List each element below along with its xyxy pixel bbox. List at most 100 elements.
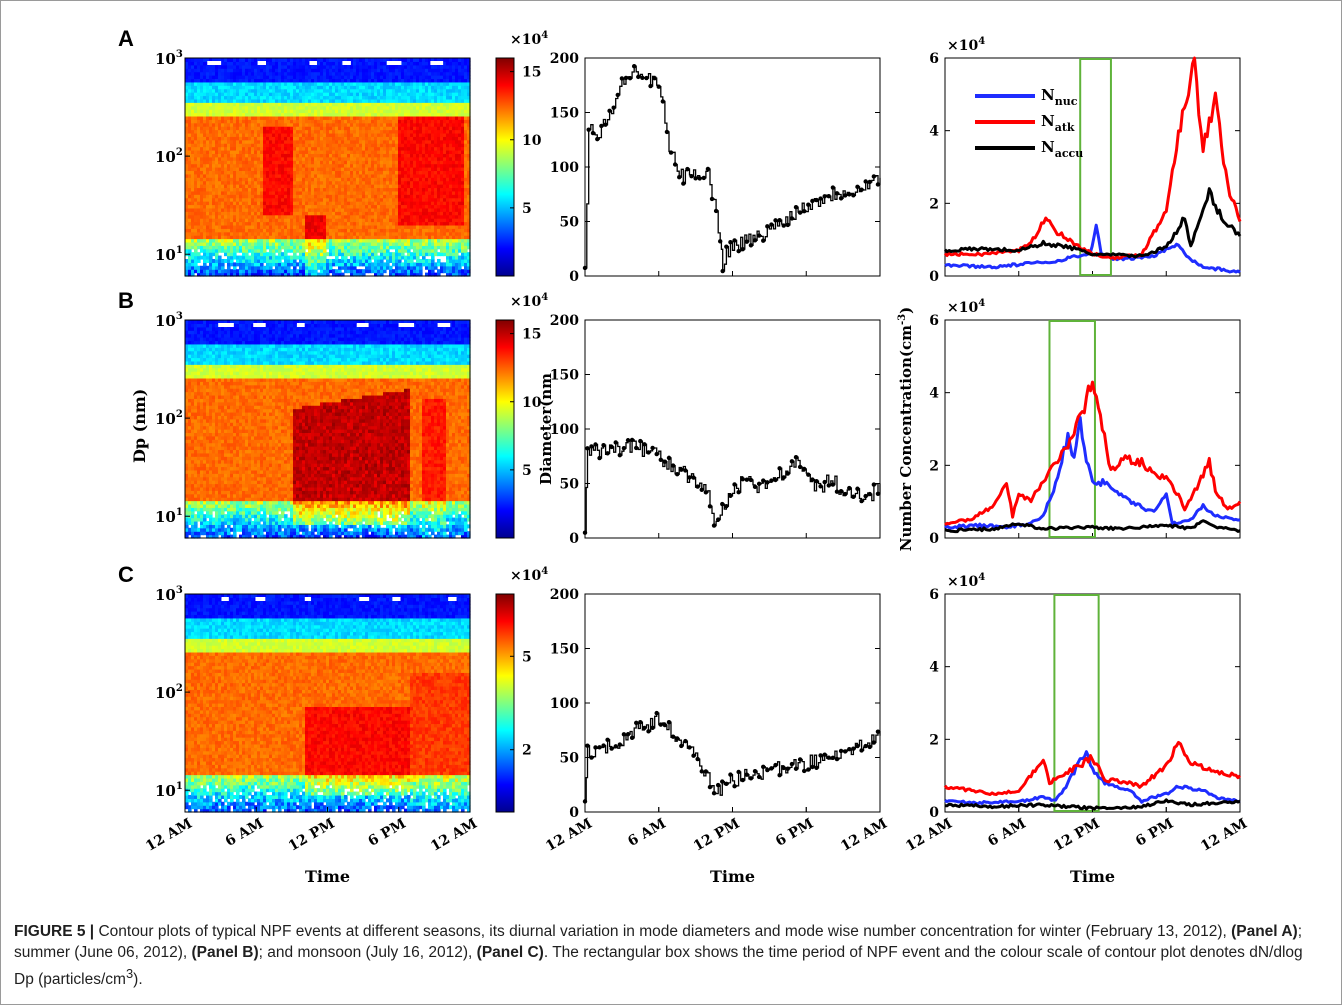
contour-cell — [209, 119, 213, 124]
contour-cell — [197, 71, 201, 76]
contour-cell — [257, 201, 261, 206]
contour-cell — [248, 58, 252, 63]
contour-cell — [245, 262, 249, 267]
contour-cell — [254, 64, 258, 69]
contour-cell — [245, 194, 249, 199]
contour-cell — [230, 85, 234, 90]
contour-cell — [218, 272, 222, 277]
contour-cell — [218, 269, 222, 274]
contour-cell — [287, 184, 291, 189]
contour-cell — [224, 163, 228, 168]
contour-cell — [245, 136, 249, 141]
contour-cell — [242, 122, 246, 127]
contour-cell — [203, 105, 207, 110]
contour-cell — [245, 252, 249, 257]
contour-cell — [263, 132, 267, 137]
contour-cell — [251, 95, 255, 100]
contour-cell — [263, 112, 267, 117]
contour-cell — [215, 163, 219, 168]
contour-cell — [248, 255, 252, 260]
contour-cell — [257, 81, 261, 86]
contour-cell — [203, 269, 207, 274]
contour-cell — [257, 272, 261, 277]
contour-cell — [221, 221, 225, 226]
contour-cell — [263, 211, 267, 216]
contour-cell — [233, 173, 237, 178]
contour-cell — [188, 153, 192, 158]
contour-cell — [206, 224, 210, 229]
contour-cell — [254, 156, 258, 161]
contour-cell — [257, 207, 261, 212]
contour-cell — [290, 224, 294, 229]
contour-cell — [206, 109, 210, 114]
contour-cell — [257, 245, 261, 250]
contour-cell — [185, 129, 189, 134]
contour-cell — [239, 163, 243, 168]
contour-cell — [194, 156, 198, 161]
contour-cell — [206, 132, 210, 137]
contour-cell — [281, 201, 285, 206]
contour-cell — [209, 197, 213, 202]
contour-cell — [335, 255, 339, 260]
contour-cell — [194, 218, 198, 223]
contour-cell — [287, 255, 291, 260]
contour-cell — [188, 160, 192, 165]
contour-cell — [197, 115, 201, 120]
contour-cell — [206, 238, 210, 243]
contour-cell — [206, 156, 210, 161]
contour-cell — [251, 64, 255, 69]
contour-cell — [269, 163, 273, 168]
contour-cell — [239, 115, 243, 120]
contour-cell — [215, 146, 219, 151]
contour-cell — [200, 153, 204, 158]
contour-cell — [218, 81, 222, 86]
contour-cell — [281, 184, 285, 189]
contour-cell — [209, 129, 213, 134]
contour-cell — [230, 88, 234, 93]
contour-cell — [203, 214, 207, 219]
contour-cell — [323, 255, 327, 260]
contour-cell — [266, 258, 270, 263]
contour-cell — [218, 115, 222, 120]
contour-cell — [251, 81, 255, 86]
contour-cell — [200, 112, 204, 117]
contour-cell — [224, 81, 228, 86]
contour-cell — [257, 184, 261, 189]
contour-cell — [212, 224, 216, 229]
contour-cell — [248, 262, 252, 267]
contour-cell — [239, 211, 243, 216]
contour-cell — [230, 68, 234, 73]
contour-cell — [191, 132, 195, 137]
contour-cell — [215, 265, 219, 270]
contour-cell — [194, 109, 198, 114]
contour-cell — [233, 102, 237, 107]
contour-cell — [233, 85, 237, 90]
contour-cell — [197, 228, 201, 233]
contour-cell — [218, 149, 222, 154]
contour-cell — [278, 136, 282, 141]
contour-cell — [191, 153, 195, 158]
contour-cell — [272, 269, 276, 274]
contour-cell — [287, 218, 291, 223]
contour-cell — [221, 132, 225, 137]
contour-cell — [197, 58, 201, 63]
contour-cell — [230, 98, 234, 103]
contour-cell — [194, 190, 198, 195]
contour-cell — [236, 95, 240, 100]
contour-cell — [209, 115, 213, 120]
contour-cell — [245, 112, 249, 117]
contour-cell — [269, 190, 273, 195]
contour-cell — [239, 184, 243, 189]
contour-cell — [221, 78, 225, 83]
contour-cell — [242, 241, 246, 246]
contour-cell — [221, 88, 225, 93]
contour-cell — [251, 184, 255, 189]
contour-cell — [290, 272, 294, 277]
contour-cell — [272, 252, 276, 257]
contour-cell — [221, 85, 225, 90]
contour-cell — [263, 98, 267, 103]
contour-cell — [218, 265, 222, 270]
contour-cell — [203, 61, 207, 66]
contour-cell — [281, 139, 285, 144]
contour-cell — [272, 218, 276, 223]
